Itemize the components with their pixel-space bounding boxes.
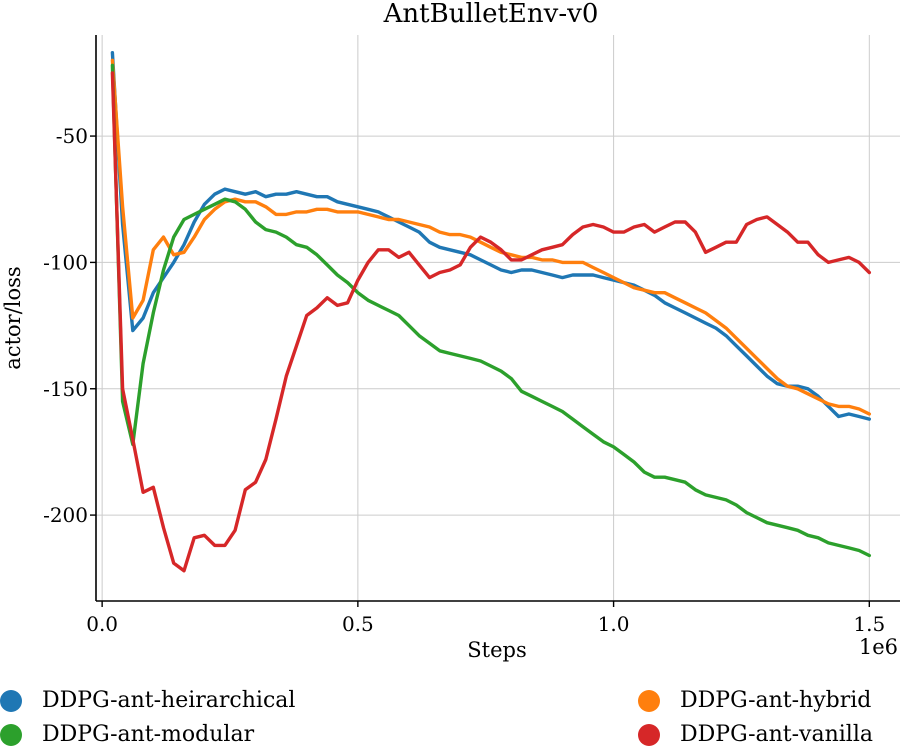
legend-item-heirarchical: DDPG-ant-heirarchical — [0, 688, 295, 713]
legend-marker-icon — [638, 689, 660, 712]
series-line-ddpg-ant-vanilla — [110, 71, 871, 573]
legend-label: DDPG-ant-hybrid — [680, 688, 872, 713]
legend-marker-icon — [0, 723, 22, 746]
legend-label: DDPG-ant-heirarchical — [42, 688, 296, 713]
y-tick-label: -100 — [43, 250, 88, 274]
legend-marker-icon — [0, 689, 22, 712]
tick-labels: 0.0 0.5 1.0 1.5 -50 -100 -150 -200 — [43, 124, 885, 636]
legend-item-vanilla: DDPG-ant-vanilla — [638, 722, 873, 747]
x-axis-offset-label: 1e6 — [859, 635, 898, 659]
y-tick-label: -150 — [43, 377, 88, 401]
x-tick-label: 0.0 — [86, 612, 118, 636]
y-tick-label: -200 — [43, 503, 88, 527]
line-chart: 0.0 0.5 1.0 1.5 -50 -100 -150 -200 AntBulletEnv… — [1, 0, 900, 662]
series-lines — [110, 51, 871, 573]
series-line-ddpg-ant-heirarchical — [110, 51, 871, 421]
x-tick-label: 1.5 — [853, 612, 885, 636]
series-line-ddpg-ant-hybrid — [110, 58, 871, 416]
series-line-ddpg-ant-modular — [110, 63, 871, 558]
legend: DDPG-ant-heirarchical DDPG-ant-hybrid DD… — [0, 682, 900, 750]
y-tick-label: -50 — [56, 124, 88, 148]
legend-item-modular: DDPG-ant-modular — [0, 722, 254, 747]
axes — [95, 35, 900, 602]
x-axis-title: Steps — [467, 638, 526, 662]
legend-label: DDPG-ant-modular — [42, 722, 255, 747]
x-tick-label: 1.0 — [598, 612, 630, 636]
chart-title: AntBulletEnv-v0 — [383, 0, 599, 29]
x-tick-label: 0.5 — [342, 612, 374, 636]
legend-marker-icon — [638, 723, 660, 746]
legend-label: DDPG-ant-vanilla — [680, 722, 873, 747]
y-axis-title: actor/loss — [1, 266, 25, 369]
legend-item-hybrid: DDPG-ant-hybrid — [638, 688, 871, 713]
grid-lines — [96, 35, 900, 601]
